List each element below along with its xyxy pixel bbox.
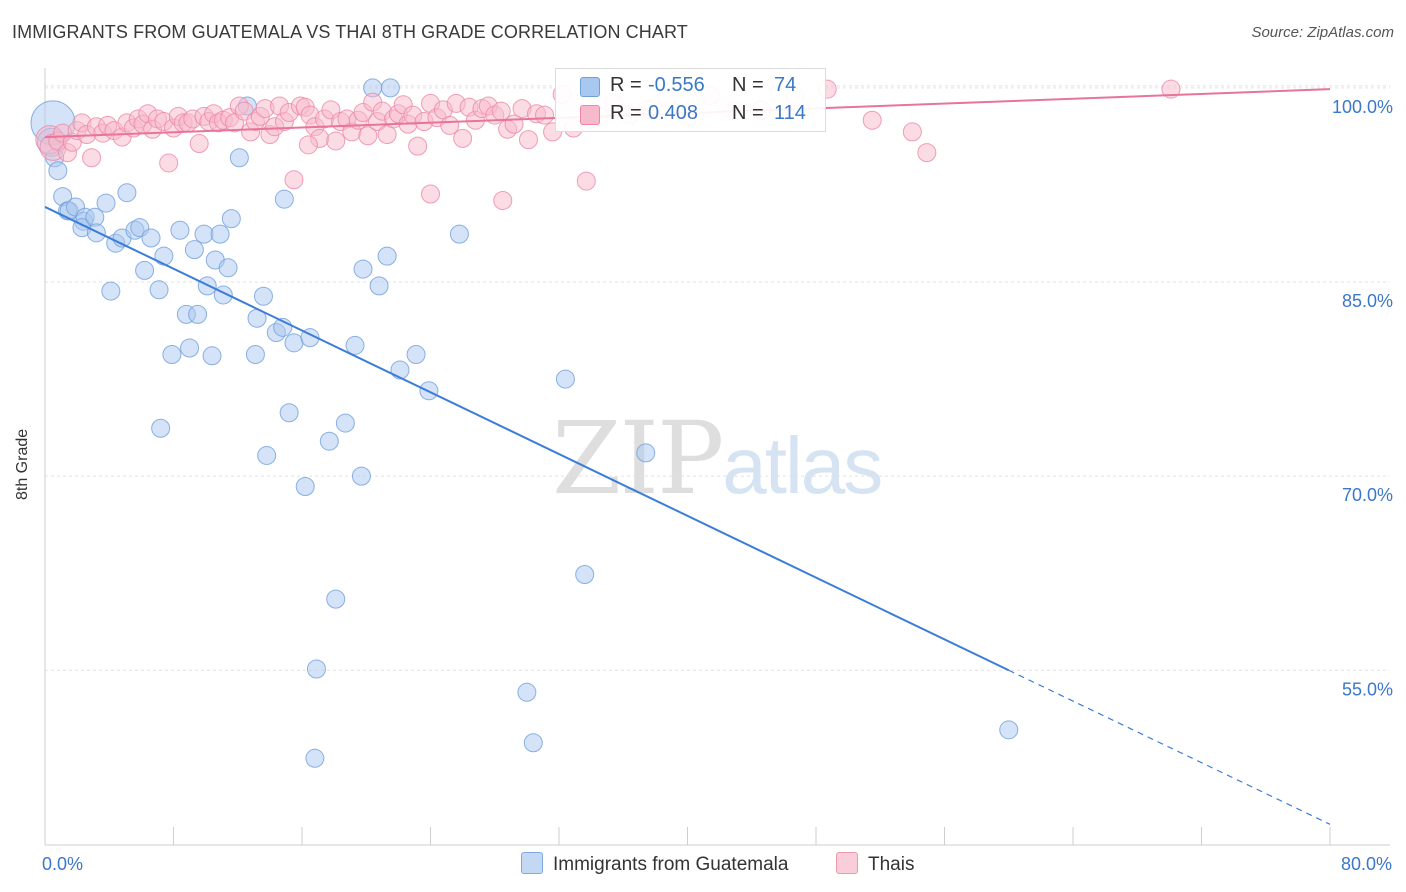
guatemala-point <box>636 443 656 463</box>
thais-point <box>862 110 882 130</box>
stats-row-guatemala: R = -0.556 N = 74 <box>556 72 825 100</box>
swatch-thais <box>580 105 600 125</box>
guatemala-point <box>295 477 315 497</box>
thais-point <box>189 134 209 154</box>
guatemala-point <box>274 189 294 209</box>
guatemala-point <box>154 246 174 266</box>
guatemala-point <box>377 246 397 266</box>
thais-point <box>298 135 318 155</box>
guatemala-point <box>229 148 249 168</box>
legend-item-thais[interactable]: Thais <box>836 852 914 876</box>
guatemala-point <box>210 224 230 244</box>
guatemala-point <box>170 220 190 240</box>
thais-point <box>576 171 596 191</box>
thais-point <box>326 131 346 151</box>
guatemala-point <box>149 280 169 300</box>
guatemala-point <box>555 369 575 389</box>
guatemala-point <box>319 431 339 451</box>
guatemala-point <box>162 344 182 364</box>
guatemala-point <box>96 193 116 213</box>
source-label: Source: ZipAtlas.com <box>1251 24 1394 41</box>
y-tick-label: 85.0% <box>1342 291 1393 311</box>
n-value: 74 <box>774 74 797 96</box>
watermark: ZIPatlas <box>552 400 883 517</box>
guatemala-point <box>257 445 277 465</box>
guatemala-point <box>999 720 1019 740</box>
thais-point <box>82 148 102 168</box>
n-label: N = <box>732 102 764 124</box>
guatemala-point <box>351 466 371 486</box>
swatch-guatemala <box>580 77 600 97</box>
guatemala-point <box>184 240 204 260</box>
thais-point <box>902 122 922 142</box>
guatemala-trend-extension <box>1008 669 1331 825</box>
guatemala-point <box>188 304 208 324</box>
guatemala-point <box>517 682 537 702</box>
y-tick-label: 100.0% <box>1332 97 1393 117</box>
guatemala-point <box>306 659 326 679</box>
guatemala-point <box>48 161 68 181</box>
y-tick-label: 55.0% <box>1342 679 1393 699</box>
guatemala-point <box>390 360 410 380</box>
guatemala-point <box>151 418 171 438</box>
stats-legend: R = -0.556 N = 74 R = 0.408 N = 114 <box>555 68 826 132</box>
n-value: 114 <box>774 102 806 124</box>
guatemala-point <box>335 413 355 433</box>
r-value: 0.408 <box>648 102 699 124</box>
r-value: -0.556 <box>648 74 705 96</box>
thais-point <box>421 184 440 204</box>
thais-point <box>518 130 538 150</box>
guatemala-point <box>180 338 200 358</box>
thais-point <box>159 153 179 173</box>
guatemala-point <box>202 346 222 366</box>
r-label: R = <box>610 74 642 96</box>
guatemala-point <box>101 281 121 301</box>
guatemala-point <box>279 403 299 423</box>
legend-item-guatemala[interactable]: Immigrants from Guatemala <box>521 852 788 876</box>
thais-point <box>1161 79 1181 99</box>
chart-title: IMMIGRANTS FROM GUATEMALA VS THAI 8TH GR… <box>12 22 688 42</box>
watermark-atlas: atlas <box>722 421 883 510</box>
guatemala-point <box>135 260 155 280</box>
legend-swatch-guatemala <box>521 852 543 874</box>
guatemala-point <box>523 733 543 753</box>
guatemala-point <box>141 228 161 248</box>
thais-point <box>493 190 513 210</box>
guatemala-point <box>449 224 469 244</box>
guatemala-point <box>221 209 241 229</box>
r-label: R = <box>610 102 642 124</box>
guatemala-point <box>194 224 214 244</box>
guatemala-point <box>86 223 106 243</box>
y-tick-label: 70.0% <box>1342 485 1393 505</box>
thais-point <box>453 128 473 148</box>
thais-point <box>535 105 555 125</box>
n-label: N = <box>732 74 764 96</box>
x-tick-label: 80.0% <box>1341 854 1392 874</box>
guatemala-point <box>575 565 595 585</box>
legend-label-guatemala: Immigrants from Guatemala <box>553 854 789 875</box>
guatemala-point <box>253 286 273 306</box>
guatemala-point <box>345 335 365 355</box>
guatemala-point <box>245 344 265 364</box>
thais-point <box>917 143 937 163</box>
guatemala-point <box>117 183 137 203</box>
guatemala-point <box>380 78 400 98</box>
guatemala-point <box>218 258 238 278</box>
legend-label-thais: Thais <box>868 854 915 875</box>
y-axis-title: 8th Grade <box>14 428 31 500</box>
guatemala-point <box>326 589 346 609</box>
guatemala-point <box>305 748 325 768</box>
thais-point <box>358 126 378 146</box>
thais-point <box>408 136 428 156</box>
legend-swatch-thais <box>836 852 858 874</box>
thais-point <box>284 170 304 190</box>
guatemala-point <box>406 344 426 364</box>
guatemala-point <box>353 259 373 279</box>
guatemala-point <box>369 276 389 296</box>
stats-row-thais: R = 0.408 N = 114 <box>556 100 825 128</box>
guatemala-trend-line <box>44 206 1010 672</box>
x-tick-label: 0.0% <box>42 854 83 874</box>
guatemala-point <box>284 333 304 353</box>
